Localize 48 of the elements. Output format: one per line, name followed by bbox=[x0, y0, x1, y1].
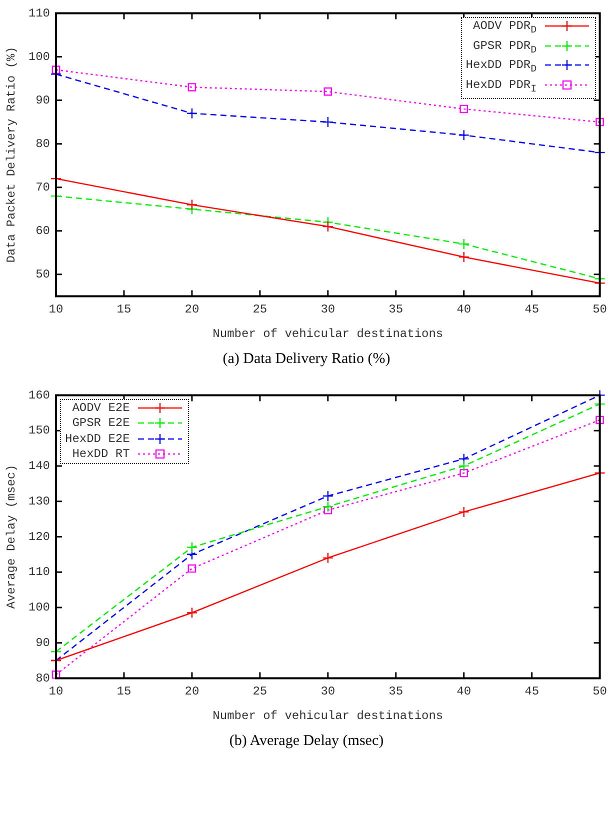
x-tick-label: 10 bbox=[48, 684, 64, 699]
x-tick-label: 35 bbox=[388, 302, 404, 317]
y-tick-label: 70 bbox=[36, 180, 50, 195]
text: (a) Data Delivery Ratio (%) bbox=[222, 351, 392, 368]
x-axis-title: Number of vehicular destinations bbox=[212, 326, 444, 341]
legend-label: HexDD PDR$_{I}$ bbox=[466, 78, 537, 96]
legend-label: HexDD RT bbox=[72, 446, 130, 461]
y-tick-label: 160 bbox=[28, 388, 50, 402]
y-tick-label: 80 bbox=[36, 136, 50, 151]
x-tick-label: 15 bbox=[116, 302, 132, 317]
text: (b) Average Delay (msec) bbox=[228, 733, 385, 750]
legend-label: GPSR E2E bbox=[72, 416, 130, 431]
legend-label: HexDD PDR$_{D}$ bbox=[466, 58, 537, 76]
y-tick-label: 130 bbox=[28, 494, 50, 508]
x-tick-label: 50 bbox=[592, 302, 607, 317]
y-tick-label: 80 bbox=[36, 671, 50, 686]
x-tick-label: 40 bbox=[456, 302, 472, 317]
x-axis-title: Number of vehicular destinations bbox=[212, 708, 444, 723]
legend-label: AODV E2E bbox=[72, 401, 130, 416]
legend-label: GPSR PDR$_{D}$ bbox=[473, 38, 537, 56]
x-tick-label: 45 bbox=[524, 684, 540, 699]
y-tick-label: 110 bbox=[28, 6, 50, 20]
x-tick-label: 40 bbox=[456, 684, 472, 699]
y-tick-label: 90 bbox=[36, 636, 50, 650]
y-tick-label: 120 bbox=[28, 530, 50, 544]
x-tick-label: 20 bbox=[184, 684, 200, 699]
y-tick-label: 90 bbox=[36, 93, 50, 108]
legend-label: HexDD E2E bbox=[65, 432, 130, 446]
x-tick-label: 30 bbox=[320, 684, 336, 699]
y-axis-title: Data Packet Delivery Ratio (%) bbox=[4, 46, 18, 263]
y-tick-label: 100 bbox=[28, 50, 50, 64]
y-axis-title: Average Delay (msec) bbox=[4, 464, 18, 609]
y-tick-label: 60 bbox=[36, 224, 50, 238]
y-tick-label: 110 bbox=[28, 565, 50, 580]
x-tick-label: 25 bbox=[252, 684, 268, 699]
x-tick-label: 20 bbox=[184, 302, 200, 317]
legend-label: AODV PDR$_{D}$ bbox=[473, 19, 537, 37]
y-tick-label: 150 bbox=[28, 424, 50, 438]
x-tick-label: 50 bbox=[592, 684, 607, 699]
y-tick-label: 140 bbox=[28, 459, 50, 474]
x-tick-label: 45 bbox=[524, 302, 540, 317]
y-tick-label: 50 bbox=[36, 268, 50, 282]
x-tick-label: 25 bbox=[252, 302, 268, 317]
y-tick-label: 100 bbox=[28, 600, 50, 615]
x-tick-label: 35 bbox=[388, 684, 404, 699]
x-tick-label: 10 bbox=[48, 302, 64, 317]
x-tick-label: 15 bbox=[116, 684, 132, 699]
x-tick-label: 30 bbox=[320, 302, 336, 317]
